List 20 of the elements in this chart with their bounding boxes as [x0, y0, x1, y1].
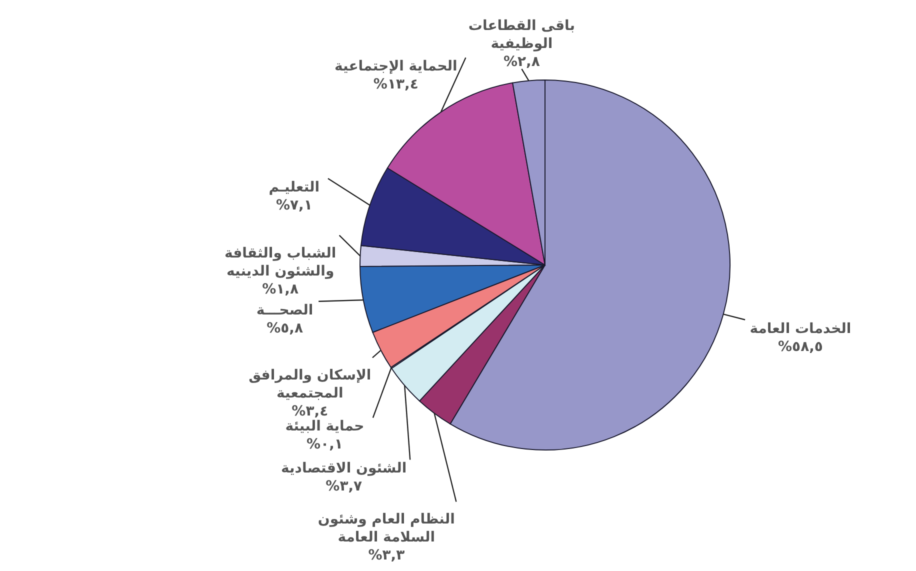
data-label: %٣,٣: [368, 548, 406, 564]
slice-label: باقى القطاعات الوظيفية: [468, 18, 576, 52]
slice-label: الصحـــة: [256, 302, 314, 318]
slice-label: الإسكان والمرافق المجتمعية: [248, 368, 372, 402]
slice-label: النظام العام وشئون السلامة العامة: [318, 512, 455, 546]
data-label: %٠,١: [306, 436, 343, 453]
data-label: %١٣,٤: [373, 76, 418, 93]
slice-label: الشباب والثقافة والشئون الدينيه: [224, 245, 336, 280]
data-label: %١,٨: [262, 281, 299, 298]
slice-label: حماية البيئة: [285, 418, 364, 435]
data-label: %٣,٤: [292, 404, 328, 420]
slice-label: الشئون الاقتصادية: [281, 460, 407, 477]
slice-label: التعليـم: [268, 180, 320, 196]
data-label: %٢,٨: [503, 54, 540, 70]
slice-label: الخدمات العامة: [750, 320, 852, 337]
slice-label: الحماية الإجتماعية: [334, 58, 458, 75]
data-label: %٥,٨: [266, 320, 304, 336]
data-label: %٥٨,٥: [778, 338, 823, 355]
data-label: %٧,١: [276, 198, 312, 214]
data-label: %٣,٧: [326, 478, 363, 495]
